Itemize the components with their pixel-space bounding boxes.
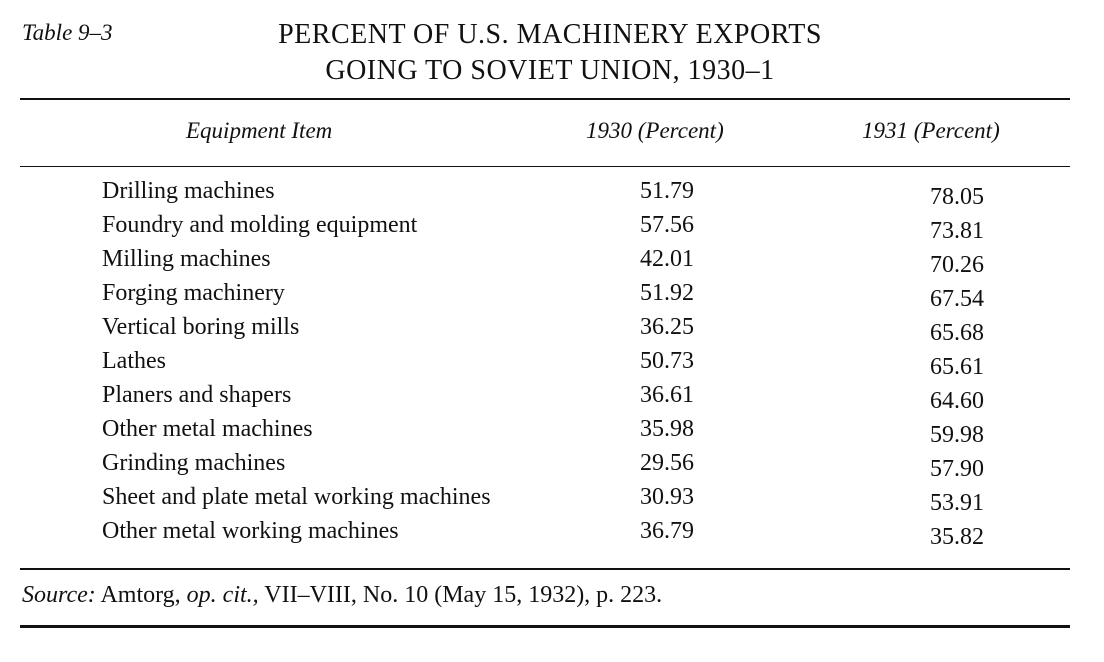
row-item: Sheet and plate metal working machines [102, 484, 491, 510]
table-row: Other metal working machines 36.79 35.82 [0, 516, 1104, 550]
table-row: Vertical boring mills 36.25 65.68 [0, 312, 1104, 346]
source-op-cit: op. cit., [186, 582, 259, 608]
row-value-1930: 36.79 [640, 518, 694, 544]
header-rule [20, 166, 1070, 167]
table-row: Grinding machines 29.56 57.90 [0, 448, 1104, 482]
column-header-1931: 1931 (Percent) [862, 118, 1000, 143]
row-value-1931: 35.82 [930, 524, 984, 550]
row-item: Milling machines [102, 246, 271, 272]
source-label: Source: [22, 582, 96, 608]
row-item: Drilling machines [102, 178, 275, 204]
table-title-line-2: GOING TO SOVIET UNION, 1930–1 [325, 55, 775, 86]
source-org: Amtorg, [100, 582, 181, 608]
row-value-1931: 64.60 [930, 388, 984, 414]
row-item: Lathes [102, 348, 166, 374]
row-value-1930: 51.92 [640, 280, 694, 306]
row-value-1930: 36.25 [640, 314, 694, 340]
row-value-1931: 57.90 [930, 456, 984, 482]
table-row: Sheet and plate metal working machines 3… [0, 482, 1104, 516]
row-value-1931: 53.91 [930, 490, 984, 516]
row-value-1930: 29.56 [640, 450, 694, 476]
row-item: Forging machinery [102, 280, 285, 306]
table-label: Table 9–3 [22, 20, 113, 45]
row-item: Foundry and molding equipment [102, 212, 418, 238]
column-header-1930: 1930 (Percent) [586, 118, 724, 143]
row-value-1930: 50.73 [640, 348, 694, 374]
row-value-1930: 51.79 [640, 178, 694, 204]
source-note: Source: Amtorg, op. cit., VII–VIII, No. … [22, 582, 662, 609]
bottom-rule [20, 625, 1070, 628]
row-value-1930: 30.93 [640, 484, 694, 510]
row-value-1931: 70.26 [930, 252, 984, 278]
table-row: Foundry and molding equipment 57.56 73.8… [0, 210, 1104, 244]
row-value-1930: 57.56 [640, 212, 694, 238]
row-value-1931: 65.68 [930, 320, 984, 346]
table-body: Drilling machines 51.79 78.05 Foundry an… [0, 176, 1104, 550]
row-value-1930: 42.01 [640, 246, 694, 272]
row-item: Planers and shapers [102, 382, 292, 408]
table-row: Planers and shapers 36.61 64.60 [0, 380, 1104, 414]
row-value-1930: 36.61 [640, 382, 694, 408]
table-row: Drilling machines 51.79 78.05 [0, 176, 1104, 210]
row-item: Vertical boring mills [102, 314, 300, 340]
table-title-line-1: PERCENT OF U.S. MACHINERY EXPORTS [278, 19, 822, 50]
top-rule [20, 98, 1070, 100]
table-row: Forging machinery 51.92 67.54 [0, 278, 1104, 312]
row-item: Grinding machines [102, 450, 286, 476]
row-value-1931: 59.98 [930, 422, 984, 448]
column-header-equipment-item: Equipment Item [186, 118, 333, 143]
row-value-1930: 35.98 [640, 416, 694, 442]
table-row: Milling machines 42.01 70.26 [0, 244, 1104, 278]
row-value-1931: 65.61 [930, 354, 984, 380]
source-citation: VII–VIII, No. 10 (May 15, 1932), p. 223. [264, 582, 663, 608]
footer-rule [20, 568, 1070, 570]
table-row: Lathes 50.73 65.61 [0, 346, 1104, 380]
row-item: Other metal working machines [102, 518, 399, 544]
row-value-1931: 73.81 [930, 218, 984, 244]
row-value-1931: 78.05 [930, 184, 984, 210]
row-item: Other metal machines [102, 416, 313, 442]
table-row: Other metal machines 35.98 59.98 [0, 414, 1104, 448]
row-value-1931: 67.54 [930, 286, 984, 312]
